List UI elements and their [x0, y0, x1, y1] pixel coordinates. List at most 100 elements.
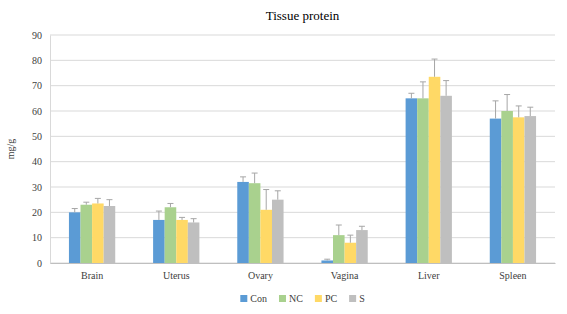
legend-item: NC [279, 293, 303, 304]
bar [69, 212, 81, 263]
error-bar [83, 202, 89, 205]
y-tick-label: 30 [32, 182, 42, 193]
bar [188, 222, 200, 263]
bar [417, 98, 429, 263]
error-bar [72, 209, 78, 213]
x-tick: Vagina [331, 263, 359, 281]
x-tick-label: Liver [418, 270, 440, 281]
bar [249, 183, 261, 263]
y-tick: 50 [32, 131, 50, 142]
error-bar [336, 225, 342, 235]
series [104, 81, 536, 263]
error-bar [359, 226, 365, 230]
error-bar [443, 81, 449, 96]
grid-line [50, 60, 555, 61]
error-bar [527, 107, 533, 116]
y-tick-label: 20 [32, 207, 42, 218]
y-tick-label: 70 [32, 80, 42, 91]
grid-line [50, 136, 555, 137]
error-bar [263, 190, 269, 210]
x-tick-label: Spleen [499, 270, 526, 281]
x-axis-line [51, 263, 556, 264]
bar [490, 119, 502, 263]
y-tick: 20 [32, 207, 50, 218]
legend-swatch [315, 295, 322, 302]
bar [333, 235, 345, 263]
chart: 0102030405060708090BrainUterusOvaryVagin… [0, 0, 567, 314]
y-tick: 10 [32, 232, 50, 243]
legend-swatch [279, 295, 286, 302]
y-tick-label: 0 [37, 258, 42, 269]
legend-swatch [349, 295, 356, 302]
grid-line [50, 161, 555, 162]
y-tick: 90 [32, 30, 50, 41]
plot: 0102030405060708090BrainUterusOvaryVagin… [32, 30, 556, 281]
y-tick: 0 [37, 258, 50, 269]
bar [440, 96, 452, 263]
marks [69, 59, 536, 263]
error-bar [324, 259, 330, 260]
legend-label: Con [250, 293, 267, 304]
error-bar [167, 203, 173, 207]
y-tick: 80 [32, 55, 50, 66]
series [92, 59, 524, 263]
legend-swatch [240, 295, 247, 302]
error-bar [252, 173, 258, 183]
bar [345, 243, 357, 263]
x-tick-label: Vagina [331, 270, 359, 281]
bar [260, 210, 272, 263]
legend-label: NC [289, 293, 303, 304]
x-tick: Liver [418, 263, 440, 281]
x-tick: Spleen [499, 263, 526, 281]
y-axis-line [50, 36, 51, 264]
error-bar [191, 219, 197, 223]
bar [272, 200, 284, 263]
legend-label: PC [325, 293, 338, 304]
legend: Con NC PC S [240, 293, 364, 304]
y-axis: 0102030405060708090 [32, 30, 51, 269]
error-bar [106, 200, 112, 206]
x-tick: Brain [81, 263, 103, 281]
bar [501, 111, 513, 263]
x-tick-label: Uterus [163, 270, 190, 281]
bar [513, 117, 525, 263]
error-bar [275, 191, 281, 200]
bar [237, 182, 249, 263]
error-bar [420, 82, 426, 98]
y-axis-title: mg/g [5, 139, 16, 160]
y-tick-label: 10 [32, 232, 42, 243]
grid-line [50, 187, 555, 188]
error-bar [493, 101, 499, 119]
series [81, 82, 513, 263]
error-bar [240, 177, 246, 182]
legend-item: S [349, 293, 365, 304]
grid-line [50, 111, 555, 112]
bar [104, 206, 116, 263]
error-bar [95, 198, 101, 203]
y-tick: 60 [32, 106, 50, 117]
error-bar [179, 217, 185, 220]
y-tick-label: 90 [32, 30, 42, 41]
y-tick-label: 80 [32, 55, 42, 66]
y-tick-label: 60 [32, 106, 42, 117]
grid-line [50, 35, 555, 36]
grid [50, 35, 555, 263]
grid-line [50, 263, 555, 264]
error-bar [347, 235, 353, 243]
y-tick-label: 50 [32, 131, 42, 142]
x-tick-label: Brain [81, 270, 103, 281]
y-tick: 70 [32, 80, 50, 91]
legend-item: PC [315, 293, 338, 304]
grid-line [50, 85, 555, 86]
error-bar [516, 106, 522, 117]
bar [321, 260, 333, 263]
error-bar [408, 93, 414, 98]
y-tick: 30 [32, 182, 50, 193]
error-bar [156, 211, 162, 220]
x-axis: BrainUterusOvaryVaginaLiverSpleen [51, 263, 556, 281]
bar [429, 77, 441, 263]
legend-label: S [359, 293, 365, 304]
bar [92, 203, 104, 263]
error-bar [432, 59, 438, 77]
grid-line [50, 237, 555, 238]
